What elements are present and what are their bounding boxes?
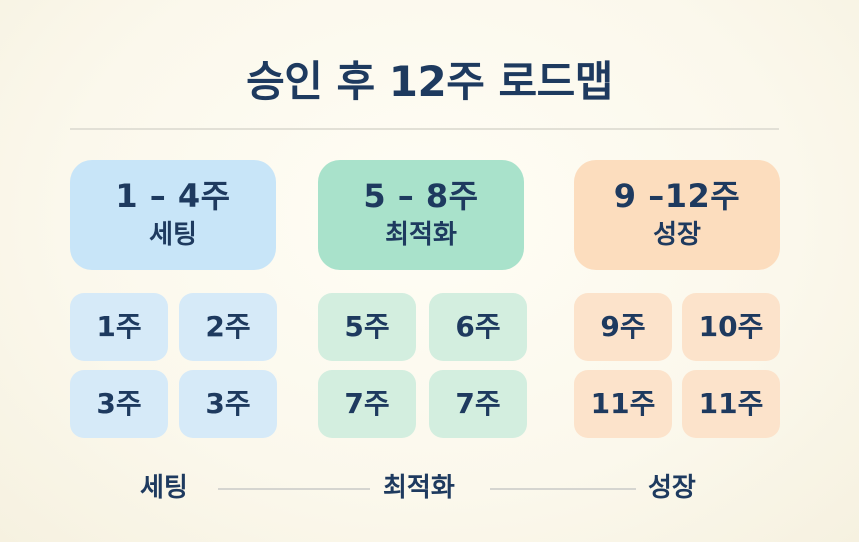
phase-name: 최적화: [385, 220, 457, 250]
phase-header-setup: 1 – 4주 세팅: [70, 160, 276, 270]
phase-range: 1 – 4주: [115, 177, 231, 215]
week-tile: 6주: [429, 293, 527, 361]
week-tile: 1주: [70, 293, 168, 361]
footer-label-setup: 세팅: [140, 473, 188, 503]
phase-name: 세팅: [149, 220, 197, 250]
phase-header-growth: 9 –12주 성장: [574, 160, 780, 270]
week-tile: 5주: [318, 293, 416, 361]
week-tile: 2주: [179, 293, 277, 361]
week-tile: 10주: [682, 293, 780, 361]
footer-label-growth: 성장: [648, 473, 696, 503]
footer-label-optimize: 최적화: [383, 473, 455, 503]
phase-name: 성장: [653, 220, 701, 250]
week-tile: 11주: [574, 370, 672, 438]
phase-header-optimize: 5 – 8주 최적화: [318, 160, 524, 270]
timeline-connector: [218, 488, 370, 490]
week-tile: 11주: [682, 370, 780, 438]
title-divider: [70, 128, 779, 130]
timeline-connector: [490, 488, 636, 490]
phase-range: 9 –12주: [613, 177, 741, 215]
week-tile: 7주: [429, 370, 527, 438]
week-tile: 7주: [318, 370, 416, 438]
week-tile: 3주: [179, 370, 277, 438]
week-tile: 3주: [70, 370, 168, 438]
page-title: 승인 후 12주 로드맵: [246, 57, 613, 106]
phase-range: 5 – 8주: [363, 177, 479, 215]
week-tile: 9주: [574, 293, 672, 361]
